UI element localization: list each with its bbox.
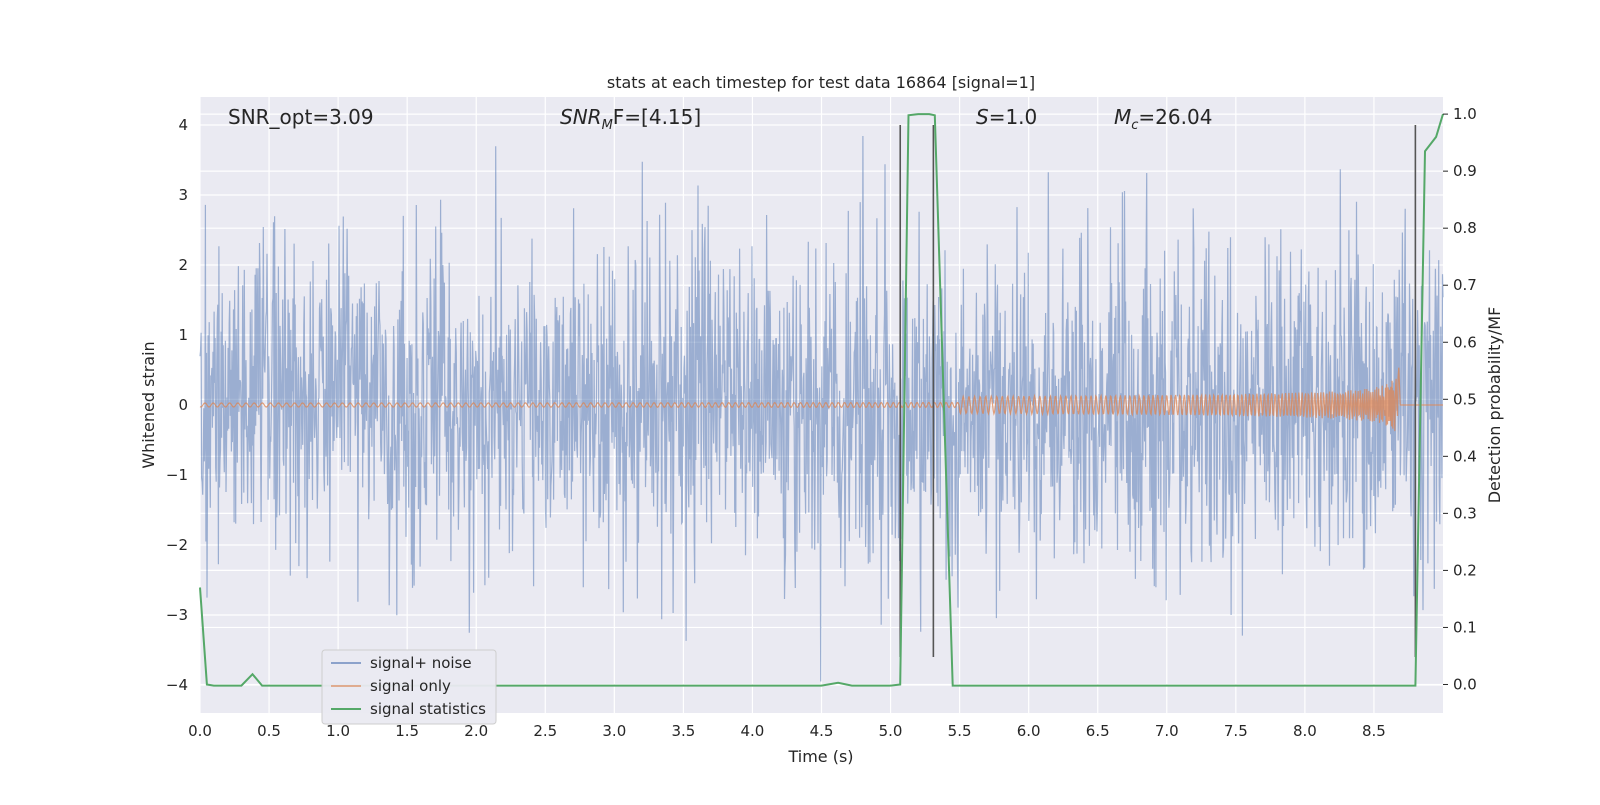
y-tick-label-right: 0.7 [1453, 276, 1477, 294]
snr-mf-value: F=[4.15] [613, 105, 701, 129]
y-tick-label-left: 1 [178, 326, 188, 344]
series-signal-plus-noise [199, 135, 1444, 682]
x-axis-label: Time (s) [787, 747, 853, 766]
x-tick-label: 1.5 [395, 722, 419, 740]
x-tick-label: 8.0 [1293, 722, 1317, 740]
legend: signal+ noise signal only signal statist… [321, 649, 497, 725]
x-tick-label: 5.5 [948, 722, 972, 740]
y-tick-label-left: 3 [178, 186, 188, 204]
y-tick-label-right: 0.5 [1453, 390, 1477, 408]
series-signal-statistics [199, 113, 1444, 687]
y-tick-label-right: 0.2 [1453, 561, 1477, 579]
annotation-s: S=1.0 [976, 105, 1037, 129]
y-tick-label-right: 0.8 [1453, 219, 1477, 237]
snr-mf-subscript: M [602, 118, 613, 133]
x-tick-label: 5.0 [879, 722, 903, 740]
signal-series-layer [199, 367, 1443, 432]
y-tick-label-right: 0.9 [1453, 162, 1477, 180]
legend-label-noise: signal+ noise [370, 654, 472, 672]
mc-subscript: c [1131, 118, 1138, 133]
annotation-snr-opt: SNR_opt=3.09 [228, 105, 374, 129]
x-tick-label: 6.0 [1017, 722, 1041, 740]
y-tick-label-left: 0 [178, 396, 188, 414]
x-tick-label: 8.5 [1362, 722, 1386, 740]
x-tick-label: 0.5 [257, 722, 281, 740]
x-tick-label: 6.5 [1086, 722, 1110, 740]
x-tick-label: 1.0 [326, 722, 350, 740]
s-symbol: S [976, 105, 989, 129]
y-tick-label-right: 0.6 [1453, 333, 1477, 351]
vertical-lines-layer [899, 125, 1417, 657]
y-tick-label-right: 0.0 [1453, 675, 1477, 693]
mc-value: =26.04 [1138, 105, 1212, 129]
x-tick-label: 7.5 [1224, 722, 1248, 740]
legend-label-signal: signal only [370, 677, 451, 695]
x-tick-label: 3.5 [671, 722, 695, 740]
y-axis-label-left: Whitened strain [139, 341, 158, 468]
y-tick-label-right: 0.3 [1453, 504, 1477, 522]
y-tick-label-right: 0.1 [1453, 618, 1477, 636]
x-tick-label: 7.0 [1155, 722, 1179, 740]
x-tick-label: 4.5 [810, 722, 834, 740]
x-tick-label: 4.0 [741, 722, 765, 740]
chart-title: stats at each timestep for test data 168… [607, 73, 1035, 92]
y-tick-label-left: −1 [166, 466, 188, 484]
s-value: =1.0 [989, 105, 1038, 129]
mc-symbol: M [1114, 105, 1131, 129]
y-tick-label-left: 2 [178, 256, 188, 274]
y-tick-label-left: −3 [166, 606, 188, 624]
legend-box [321, 649, 497, 725]
x-tick-label: 3.0 [602, 722, 626, 740]
x-tick-label: 2.0 [464, 722, 488, 740]
y-tick-label-right: 0.4 [1453, 447, 1477, 465]
y-axis-label-right: Detection probability/MF [1485, 307, 1504, 504]
legend-label-statistics: signal statistics [370, 700, 486, 718]
y-tick-label-left: 4 [178, 116, 188, 134]
y-tick-label-left: −2 [166, 536, 188, 554]
snr-mf-symbol: SNR [560, 105, 602, 129]
tick-labels-layer: 0.0 0.5 1.0 1.5 2.0 2.5 3.0 3.5 4.0 4.5 5.0 5.5 6.0 6… [166, 105, 1477, 740]
annotation-snr-mf: SNRMF=[4.15] [560, 105, 701, 133]
x-tick-label: 0.0 [188, 722, 212, 740]
statistics-series-layer [199, 113, 1444, 687]
y-tick-label-left: −4 [166, 676, 188, 694]
series-signal-only [199, 367, 1443, 432]
annotation-mc: Mc=26.04 [1114, 105, 1212, 133]
y-tick-label-right: 1.0 [1453, 105, 1477, 123]
x-tick-label: 2.5 [533, 722, 557, 740]
noise-series-layer [199, 135, 1444, 682]
